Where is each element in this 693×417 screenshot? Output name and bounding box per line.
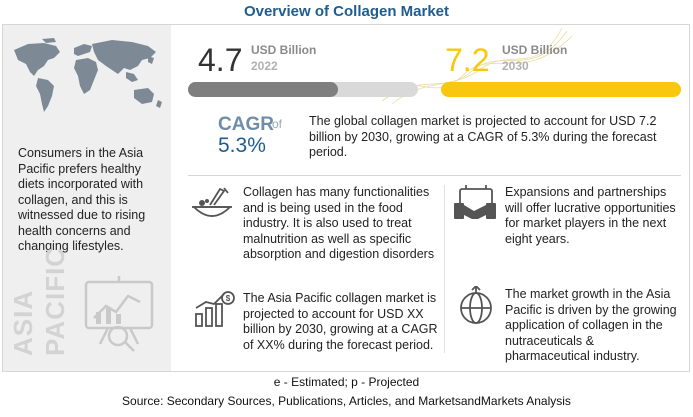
unit-2022: USD Billion — [251, 43, 317, 57]
left-panel-text: Consumers in the Asia Pacific prefers he… — [18, 146, 146, 253]
section-divider — [188, 175, 681, 176]
year-2030: 2030 — [502, 59, 529, 73]
cagr-label: CAGR — [218, 114, 274, 135]
svg-text:$: $ — [226, 294, 231, 303]
growth-chart-icon: $ — [195, 291, 235, 327]
unit-2030: USD Billion — [502, 43, 568, 57]
bar-2030 — [441, 82, 681, 97]
value-2030: 7.2 — [445, 42, 490, 78]
fact-market-growth-driver: The market growth in the Asia Pacific is… — [505, 287, 677, 363]
fact-food-industry: Collagen has many functionalities and is… — [243, 185, 435, 261]
handshake-icon — [454, 185, 496, 219]
bar-2022 — [188, 82, 338, 97]
presentation-board-icon — [84, 276, 154, 352]
globe-growth-icon — [460, 286, 492, 324]
market-summary: The global collagen market is projected … — [309, 114, 657, 159]
world-map-icon — [14, 38, 162, 112]
cagr-of: of — [272, 117, 283, 131]
year-2022: 2022 — [251, 59, 278, 73]
cagr-value: 5.3% — [218, 134, 266, 157]
fact-asia-pacific-projection: The Asia Pacific collagen market is proj… — [243, 291, 438, 352]
source-note: Source: Secondary Sources, Publications,… — [122, 394, 571, 408]
food-icon — [191, 187, 233, 217]
footnote: e - Estimated; p - Projected — [273, 375, 420, 389]
column-divider — [444, 185, 445, 353]
value-2022: 4.7 — [198, 42, 243, 78]
region-label-pacific: PACIFIC — [40, 246, 70, 356]
fact-expansions: Expansions and partnerships will offer l… — [505, 185, 676, 246]
region-label-asia: ASIA — [8, 289, 38, 356]
page-title: Overview of Collagen Market — [243, 3, 450, 20]
